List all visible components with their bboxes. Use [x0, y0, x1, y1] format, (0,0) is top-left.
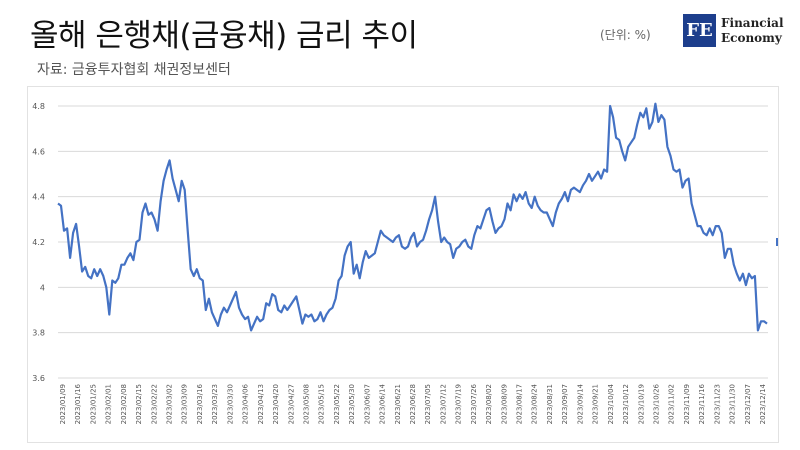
source-label: 자료: 금융투자협회 채권정보센터	[37, 62, 231, 78]
y-tick-label: 4.8	[32, 102, 45, 111]
x-tick-label: 2023/08/24	[531, 383, 539, 424]
x-tick-label: 2023/02/15	[135, 384, 143, 424]
x-tick-label: 2023/03/30	[226, 384, 234, 424]
x-tick-label: 2023/04/06	[242, 383, 250, 424]
x-tick-label: 2023/08/31	[546, 384, 554, 424]
x-tick-label: 2023/07/05	[424, 384, 432, 424]
x-tick-label: 2023/12/14	[759, 383, 767, 424]
x-tick-label: 2023/01/16	[74, 383, 82, 424]
x-tick-label: 2023/09/07	[561, 384, 569, 424]
logo-text-line-2: Economy	[721, 31, 782, 45]
x-tick-label: 2023/11/16	[698, 383, 706, 424]
logo-mark-icon: FE	[683, 14, 716, 47]
x-tick-label: 2023/11/09	[683, 384, 691, 424]
x-tick-label: 2023/10/04	[607, 383, 615, 424]
x-tick-label: 2023/02/01	[105, 384, 113, 424]
y-tick-label: 4.2	[32, 238, 45, 247]
x-tick-label: 2023/11/02	[668, 384, 676, 424]
x-tick-label: 2023/03/23	[211, 384, 219, 424]
x-tick-label: 2023/03/09	[181, 384, 189, 424]
x-tick-label: 2023/06/28	[409, 384, 417, 424]
x-tick-label: 2023/07/26	[470, 383, 478, 424]
x-tick-label: 2023/09/14	[576, 383, 584, 424]
x-tick-label: 2023/09/21	[592, 384, 600, 424]
x-tick-label: 2023/05/30	[348, 384, 356, 424]
x-tick-label: 2023/04/13	[257, 384, 265, 424]
y-tick-label: 3.8	[32, 329, 45, 338]
series-line	[57, 102, 768, 332]
plot-frame	[27, 86, 779, 443]
x-tick-label: 2023/08/17	[516, 384, 524, 424]
x-tick-label: 2023/02/22	[150, 384, 158, 424]
x-tick-label: 2023/10/26	[652, 383, 660, 424]
x-tick-label: 2023/05/15	[318, 384, 326, 424]
x-tick-label: 2023/02/08	[120, 384, 128, 424]
x-tick-label: 2023/04/20	[272, 384, 280, 424]
y-tick-label: 4.6	[32, 147, 45, 156]
x-tick-label: 2023/03/02	[166, 384, 174, 424]
x-tick-label: 2023/07/12	[439, 384, 447, 424]
y-tick-label: 4.4	[32, 193, 45, 202]
x-tick-label: 2023/04/27	[287, 384, 295, 424]
x-tick-label: 2023/11/23	[713, 384, 721, 424]
x-tick-label: 2023/06/07	[363, 384, 371, 424]
y-tick-label: 4	[40, 283, 45, 292]
x-tick-label: 2023/01/25	[89, 384, 97, 424]
brand-logo: FE Financial Economy	[683, 14, 793, 48]
x-tick-label: 2023/01/09	[59, 384, 67, 424]
y-tick-label: 3.6	[32, 374, 45, 383]
x-tick-label: 2023/11/30	[729, 384, 737, 424]
x-tick-label: 2023/08/02	[485, 384, 493, 424]
x-tick-label: 2023/03/16	[196, 383, 204, 424]
x-tick-label: 2023/05/08	[302, 384, 310, 424]
x-tick-label: 2023/10/19	[637, 384, 645, 424]
page-title: 올해 은행채(금융채) 금리 추이	[30, 18, 418, 54]
unit-label: (단위: %)	[600, 28, 651, 42]
x-tick-label: 2023/08/09	[500, 384, 508, 424]
logo-text-line-1: Financial	[721, 16, 784, 30]
x-tick-label: 2023/12/07	[744, 384, 752, 424]
x-tick-label: 2023/07/19	[455, 384, 463, 424]
x-tick-label: 2023/05/22	[333, 384, 341, 424]
x-tick-label: 2023/06/14	[379, 383, 387, 424]
x-tick-label: 2023/06/21	[394, 384, 402, 424]
x-tick-label: 2023/10/12	[622, 384, 630, 424]
